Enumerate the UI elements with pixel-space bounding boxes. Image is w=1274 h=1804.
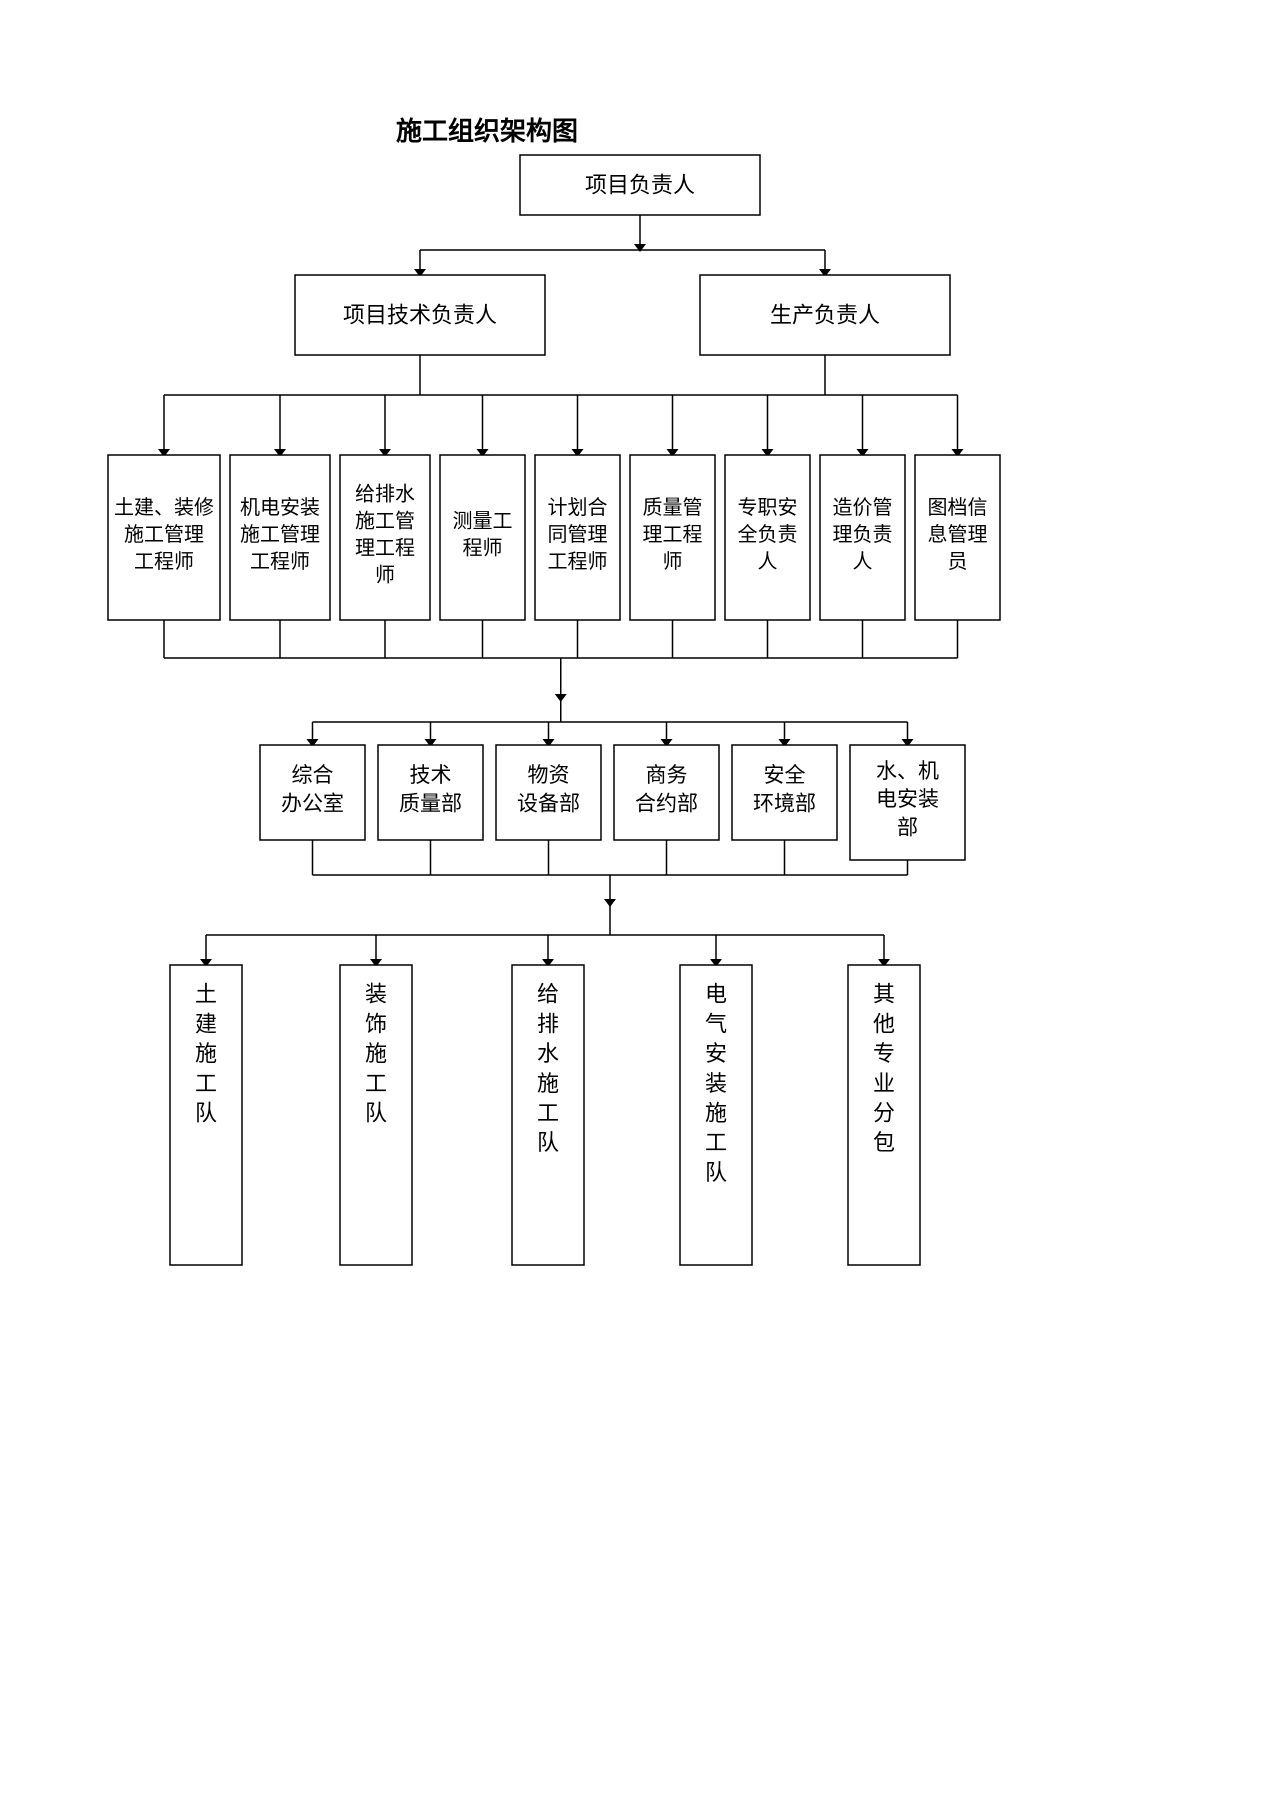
svg-text:部: 部 (897, 817, 918, 840)
svg-text:质量部: 质量部 (399, 792, 462, 815)
svg-text:全负责: 全负责 (738, 523, 798, 546)
svg-text:生产负责人: 生产负责人 (770, 303, 880, 328)
svg-text:包: 包 (873, 1130, 895, 1155)
svg-text:水: 水 (537, 1041, 559, 1066)
svg-text:人: 人 (758, 550, 778, 573)
svg-text:他: 他 (873, 1011, 895, 1036)
svg-text:电安装: 电安装 (876, 788, 939, 811)
svg-text:队: 队 (537, 1130, 559, 1155)
svg-text:施: 施 (365, 1041, 387, 1066)
svg-text:电: 电 (705, 982, 727, 1007)
svg-text:工程师: 工程师 (250, 550, 310, 573)
svg-text:理工程: 理工程 (355, 537, 415, 560)
svg-text:图档信: 图档信 (928, 496, 988, 519)
svg-text:技术: 技术 (410, 764, 452, 787)
svg-text:给排水: 给排水 (355, 483, 415, 506)
svg-text:施工管理: 施工管理 (124, 523, 204, 546)
svg-text:施: 施 (705, 1101, 727, 1126)
svg-text:队: 队 (705, 1160, 727, 1185)
svg-text:排: 排 (537, 1011, 559, 1036)
svg-text:土建、装修: 土建、装修 (114, 496, 214, 519)
svg-text:机电安装: 机电安装 (240, 496, 320, 519)
svg-text:建: 建 (195, 1011, 217, 1036)
svg-text:气: 气 (705, 1011, 727, 1036)
svg-text:环境部: 环境部 (753, 792, 816, 815)
svg-text:工: 工 (365, 1071, 387, 1096)
svg-text:给: 给 (537, 982, 559, 1007)
svg-text:设备部: 设备部 (517, 792, 580, 815)
svg-text:综合: 综合 (292, 764, 334, 787)
svg-text:程师: 程师 (463, 537, 503, 560)
svg-text:专: 专 (873, 1041, 895, 1066)
svg-text:施: 施 (195, 1041, 217, 1066)
svg-text:工程师: 工程师 (548, 550, 608, 573)
svg-text:息管理: 息管理 (928, 523, 988, 546)
svg-text:工: 工 (705, 1130, 727, 1155)
svg-text:师: 师 (375, 564, 395, 587)
svg-text:施: 施 (537, 1071, 559, 1096)
svg-text:办公室: 办公室 (281, 792, 344, 815)
svg-text:工程师: 工程师 (134, 550, 194, 573)
svg-text:施工管理: 施工管理 (240, 523, 320, 546)
svg-text:理负责: 理负责 (833, 523, 893, 546)
svg-text:合约部: 合约部 (635, 792, 698, 815)
svg-text:安全: 安全 (764, 764, 806, 787)
svg-text:装: 装 (705, 1071, 727, 1096)
svg-text:安: 安 (705, 1041, 727, 1066)
svg-text:队: 队 (195, 1101, 217, 1126)
svg-text:人: 人 (853, 550, 873, 573)
svg-text:土: 土 (195, 982, 217, 1007)
svg-text:工: 工 (537, 1101, 559, 1126)
svg-text:商务: 商务 (646, 764, 688, 787)
svg-text:项目负责人: 项目负责人 (585, 173, 695, 198)
svg-text:专职安: 专职安 (738, 496, 798, 519)
svg-text:饰: 饰 (365, 1011, 387, 1036)
svg-text:其: 其 (873, 982, 895, 1007)
svg-text:物资: 物资 (528, 764, 570, 787)
svg-text:施工管: 施工管 (355, 510, 415, 533)
svg-text:工: 工 (195, 1071, 217, 1096)
svg-text:造价管: 造价管 (833, 496, 893, 519)
diagram-title: 施工组织架构图 (396, 116, 578, 146)
svg-text:理工程: 理工程 (643, 523, 703, 546)
svg-text:同管理: 同管理 (548, 523, 608, 546)
svg-text:队: 队 (365, 1101, 387, 1126)
svg-text:项目技术负责人: 项目技术负责人 (343, 303, 497, 328)
svg-text:师: 师 (663, 550, 683, 573)
svg-text:质量管: 质量管 (643, 496, 703, 519)
svg-text:业: 业 (873, 1071, 895, 1096)
svg-text:员: 员 (948, 551, 968, 573)
svg-text:分: 分 (873, 1101, 895, 1126)
svg-text:水、机: 水、机 (876, 760, 939, 783)
svg-text:装: 装 (365, 982, 387, 1007)
svg-text:测量工: 测量工 (453, 510, 513, 533)
svg-text:计划合: 计划合 (548, 496, 608, 519)
